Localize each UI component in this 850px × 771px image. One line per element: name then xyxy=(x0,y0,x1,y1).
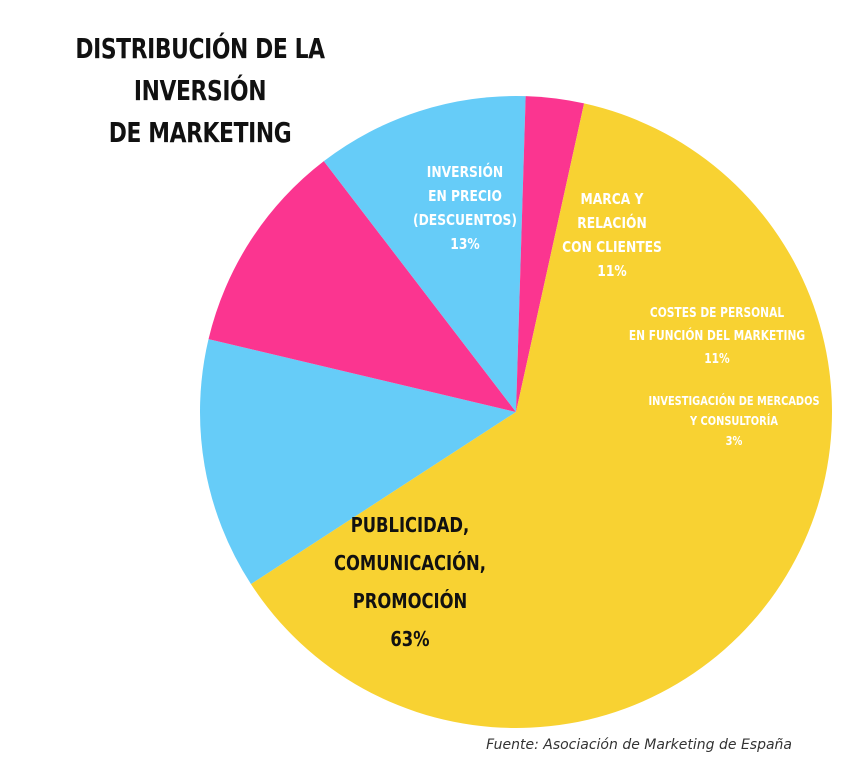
slice-category-label: Y CONSULTORÍA xyxy=(689,414,778,428)
chart-title-line-2: DE MARKETING xyxy=(108,116,292,149)
slice-percent-label: 63% xyxy=(390,629,429,652)
slice-category-label: COSTES DE PERSONAL xyxy=(650,305,785,320)
slice-category-label: PROMOCIÓN xyxy=(353,589,468,613)
chart-title-line-1: DISTRIBUCIÓN DE LA INVERSIÓN xyxy=(75,32,325,107)
slice-category-label: MARCA Y xyxy=(581,191,645,208)
slice-category-label: CON CLIENTES xyxy=(562,239,662,256)
slice-label-4: INVESTIGACIÓN DE MERCADOS Y CONSULTORÍA 3% xyxy=(648,394,819,448)
source-note: Fuente: Asociación de Marketing de Españ… xyxy=(486,737,792,753)
pie-slice-3 xyxy=(323,96,526,413)
slice-category-label: PUBLICIDAD, xyxy=(351,515,470,538)
slice-percent-label: 3% xyxy=(726,434,743,448)
slice-category-label: EN PRECIO xyxy=(428,188,502,205)
pie-slice-5 xyxy=(250,103,833,729)
slice-category-label: COMUNICACIÓN, xyxy=(334,551,486,575)
slice-label-3: COSTES DE PERSONAL EN FUNCIÓN DEL MARKETI… xyxy=(629,305,805,366)
slice-label-5: PUBLICIDAD, COMUNICACIÓN, PROMOCIÓN 63% xyxy=(334,515,486,652)
slice-category-label: INVERSIÓN xyxy=(427,162,503,182)
slice-label-1: INVERSIÓN EN PRECIO (DESCUENTOS) 13% xyxy=(413,162,517,254)
slice-percent-label: 11% xyxy=(704,351,730,366)
pie-slice-4 xyxy=(516,96,585,413)
slice-category-label: EN FUNCIÓN DEL MARKETING xyxy=(629,327,805,343)
slice-percent-label: 11% xyxy=(597,263,627,280)
pie-slice-2 xyxy=(208,161,516,412)
pie-slice-1 xyxy=(199,339,516,585)
slice-label-2: MARCA Y RELACIÓN CON CLIENTES 11% xyxy=(562,191,662,280)
slice-category-label: (DESCUENTOS) xyxy=(413,212,517,229)
slice-percent-label: 13% xyxy=(450,236,480,253)
chart-title: DISTRIBUCIÓN DE LA INVERSIÓN DE MARKETIN… xyxy=(44,28,356,154)
slice-category-label: INVESTIGACIÓN DE MERCADOS xyxy=(648,394,819,408)
slice-category-label: RELACIÓN xyxy=(577,213,647,233)
